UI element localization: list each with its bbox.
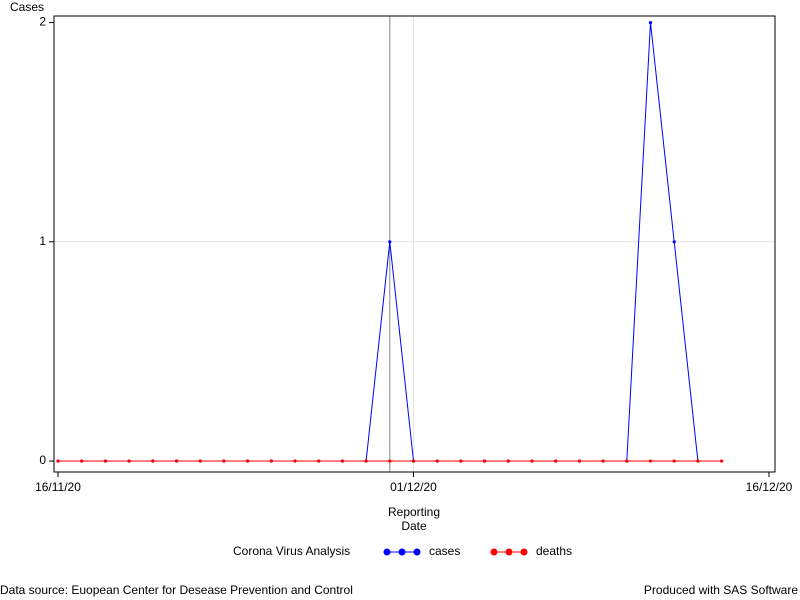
legend-label: deaths — [536, 544, 572, 558]
x-tick-label: 16/12/20 — [746, 480, 793, 494]
data-point — [601, 459, 605, 463]
data-point — [222, 459, 226, 463]
data-point — [127, 459, 131, 463]
data-point — [198, 459, 202, 463]
data-point — [672, 459, 676, 463]
data-point — [696, 459, 700, 463]
legend-label: cases — [429, 544, 460, 558]
data-point — [388, 459, 392, 463]
data-point — [648, 459, 653, 463]
x-axis-label: Reporting Date — [387, 505, 441, 533]
legend-marker — [520, 548, 528, 556]
data-point — [246, 459, 250, 463]
data-point — [435, 459, 439, 463]
legend-marker — [383, 548, 391, 556]
footnote-right: Produced with SAS Software — [644, 583, 798, 597]
legend-title: Corona Virus Analysis — [233, 544, 350, 558]
data-point — [459, 459, 463, 463]
legend-marker — [490, 548, 498, 556]
data-point — [293, 459, 297, 463]
footnote-left: Data source: Euopean Center for Desease … — [0, 583, 353, 597]
data-point — [174, 459, 179, 463]
y-axis-label: Cases — [10, 0, 44, 14]
data-point — [672, 240, 676, 244]
legend-marker — [398, 548, 406, 556]
data-point — [103, 459, 107, 463]
legend-marker — [505, 548, 513, 556]
data-point — [625, 459, 629, 463]
data-point — [151, 459, 155, 463]
x-tick-label: 01/12/20 — [390, 480, 437, 494]
data-point — [483, 459, 487, 463]
data-point — [648, 20, 653, 25]
data-point — [80, 459, 84, 463]
data-point — [56, 459, 60, 463]
x-tick-label: 16/11/20 — [35, 480, 81, 494]
legend-marker — [413, 548, 421, 556]
data-point — [388, 240, 392, 244]
y-tick-label: 2 — [39, 15, 46, 29]
data-point — [364, 459, 368, 463]
data-point — [340, 459, 344, 463]
data-point — [577, 459, 582, 463]
y-tick-label: 1 — [39, 234, 46, 248]
data-point — [506, 459, 510, 463]
data-point — [530, 459, 534, 463]
data-point — [720, 459, 724, 463]
plot-frame — [53, 15, 776, 473]
data-point — [554, 459, 558, 463]
data-point — [317, 459, 321, 463]
data-point — [269, 459, 273, 463]
y-tick-label: 0 — [39, 453, 46, 467]
data-point — [411, 459, 416, 463]
